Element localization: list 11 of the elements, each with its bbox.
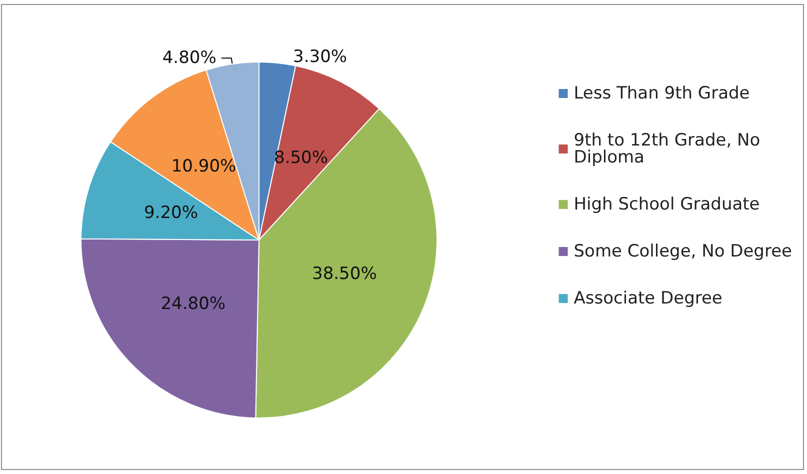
data-label: 38.50% xyxy=(312,264,377,284)
legend-label: Some College, No Degree xyxy=(574,242,792,262)
data-label: 4.80% xyxy=(162,48,216,68)
data-label: 10.90% xyxy=(171,156,236,176)
data-label: 9.20% xyxy=(144,203,198,224)
legend-label: High School Graduate xyxy=(574,194,760,214)
data-label: 24.80% xyxy=(160,294,226,314)
legend-label: Associate Degree xyxy=(574,288,722,308)
legend-label: 9th to 12th Grade, No Diploma xyxy=(574,130,766,168)
data-label: 3.30% xyxy=(293,46,348,67)
legend-label: Less Than 9th Grade xyxy=(574,84,750,104)
